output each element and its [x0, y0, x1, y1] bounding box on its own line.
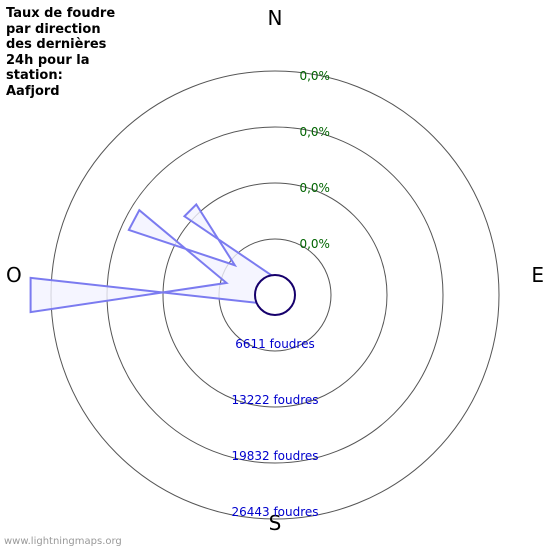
ring-count-label: 13222 foudres [231, 393, 318, 407]
ring-pct-label: 0,0% [299, 125, 330, 139]
cardinal-e: E [531, 263, 544, 287]
credits-text: www.lightningmaps.org [4, 536, 122, 547]
cardinal-n: N [268, 6, 283, 30]
ring-pct-label: 0,0% [299, 237, 330, 251]
cardinal-w: O [6, 263, 22, 287]
ring-count-label: 26443 foudres [231, 505, 318, 519]
ring-pct-label: 0,0% [299, 181, 330, 195]
ring-pct-label: 0,0% [299, 69, 330, 83]
ring-count-label: 19832 foudres [231, 449, 318, 463]
ring-count-label: 6611 foudres [235, 337, 314, 351]
chart-title: Taux de foudre par direction des dernièr… [6, 6, 116, 100]
